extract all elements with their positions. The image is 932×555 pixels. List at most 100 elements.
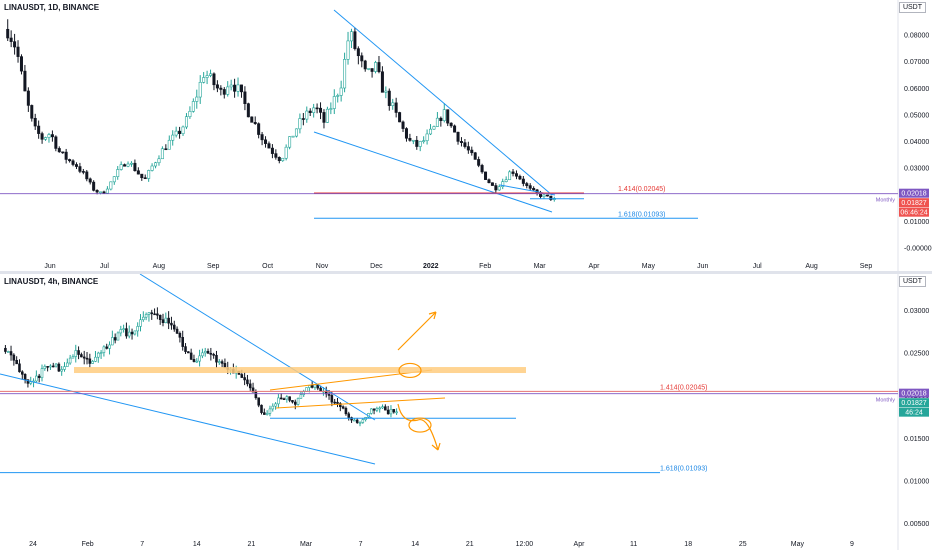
candle-body [325, 108, 329, 123]
candle-body [312, 107, 316, 113]
candle-body [347, 413, 351, 418]
candle-body [71, 356, 75, 359]
candle-body [514, 173, 518, 177]
candle-body [257, 123, 261, 135]
candle-body [305, 110, 309, 120]
candle-body [473, 152, 477, 160]
candle-body [160, 148, 164, 160]
candle-body [203, 350, 207, 354]
candle-body [136, 326, 139, 332]
candle-body [375, 408, 379, 411]
candle-body [192, 359, 196, 362]
candle-body [172, 324, 176, 330]
unit-label[interactable]: USDT [898, 276, 926, 287]
candle-body [108, 344, 111, 349]
candle-body [302, 391, 306, 395]
candle-body [525, 183, 529, 186]
price-badge-text: 06:46:24 [900, 210, 927, 217]
candle-body [91, 361, 94, 364]
daily-chart-panel[interactable]: LINAUSDT, 1D, BINANCE USDT 0.08000 0.0700… [0, 0, 932, 272]
candle-body [133, 330, 137, 335]
candle-body [355, 419, 359, 423]
candle-body [19, 56, 23, 72]
candle-body [343, 59, 347, 89]
candle-body [477, 159, 481, 166]
candle-body [54, 363, 58, 367]
fib-level-label: 1.618(0.01093) [660, 466, 707, 473]
y-tick-label: 0.00500 [904, 521, 929, 528]
candle-body [378, 407, 381, 410]
candle-body [487, 179, 491, 184]
candle-body [239, 84, 243, 93]
candle-body [99, 352, 103, 354]
candle-body [71, 160, 75, 165]
candle-body [277, 157, 281, 161]
candle-body [178, 130, 182, 134]
candle-body [267, 143, 271, 149]
candle-body [64, 151, 68, 160]
candle-body [37, 125, 41, 134]
candle-body [195, 360, 199, 363]
candle-body [187, 351, 190, 354]
x-tick-label: Feb [479, 263, 491, 270]
x-tick-label: Aug [805, 263, 818, 270]
candle-body [296, 398, 300, 405]
candle-body [466, 146, 470, 151]
candle-body [189, 352, 193, 360]
x-tick-label: Aug [153, 263, 166, 270]
price-badge [899, 398, 929, 408]
candle-body [122, 328, 125, 330]
candle-body [92, 181, 96, 191]
candle-body [49, 365, 52, 368]
candle-body [501, 181, 505, 187]
candle-body [504, 179, 508, 182]
x-tick-label: 11 [630, 541, 637, 548]
candle-body [285, 396, 289, 400]
4h-chart-svg[interactable]: 0.030000.025000.020000.015000.010000.005… [0, 273, 932, 550]
candle-body [74, 350, 78, 357]
candle-body [264, 139, 268, 144]
candle-body [219, 87, 223, 90]
candle-body [16, 46, 20, 57]
candle-body [243, 91, 247, 104]
candle-body [35, 375, 38, 382]
candle-body [384, 90, 388, 93]
candle-body [549, 195, 553, 200]
candle-body [260, 404, 263, 413]
unit-label[interactable]: USDT [898, 2, 926, 13]
candle-body [344, 407, 348, 415]
x-tick-label: Dec [370, 263, 383, 270]
candle-body [21, 371, 24, 375]
trendline [313, 131, 553, 213]
candle-body [293, 401, 297, 405]
candle-body [40, 368, 44, 378]
y-tick-label: 0.03000 [904, 308, 929, 315]
candle-body [353, 419, 356, 422]
candle-body [167, 317, 170, 324]
candle-body [198, 82, 202, 98]
candle-body [170, 322, 173, 326]
candle-body [394, 102, 398, 113]
candle-body [144, 314, 148, 318]
bullish-ellipse [398, 362, 422, 379]
candle-body [298, 118, 302, 130]
candle-body [96, 352, 100, 358]
candle-body [341, 406, 345, 409]
4h-chart-panel[interactable]: LINAUSDT, 4h, BINANCE USDT 0.03000 0.0250… [0, 273, 932, 550]
daily-chart-svg[interactable]: 0.08000 0.07000 0.06000 0.05000 0.04000 0.030… [0, 0, 932, 272]
panel-divider[interactable] [0, 271, 932, 274]
candle-body [349, 31, 353, 42]
candle-body [37, 375, 41, 378]
candle-body [175, 328, 179, 334]
candle-body [369, 408, 373, 414]
candle-body [174, 130, 178, 136]
candle-body [88, 358, 92, 364]
candle-body [26, 379, 30, 384]
y-tick-label: 0.02500 [904, 351, 929, 358]
x-tick-label: 14 [193, 541, 201, 548]
candle-body [136, 170, 140, 175]
candle-body [184, 116, 188, 128]
candle-body [339, 403, 342, 407]
candle-body [288, 396, 291, 401]
x-tick-label: Nov [316, 263, 329, 270]
